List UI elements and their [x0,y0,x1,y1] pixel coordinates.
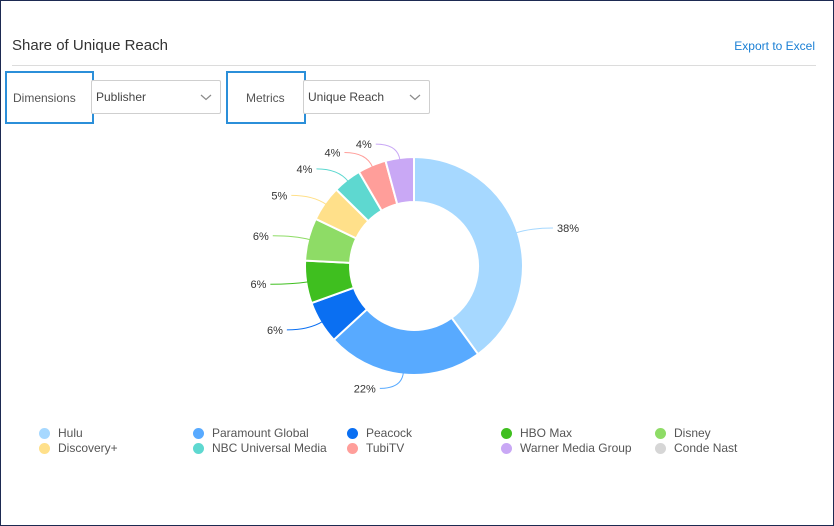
leader-line-warner-media-group [375,143,401,161]
legend-swatch [193,427,204,439]
legend-item-nbc-universal-media[interactable]: NBC Universal Media [193,441,327,455]
metrics-select[interactable]: Unique Reach [303,80,430,114]
donut-slice-hulu[interactable] [413,155,524,356]
donut-slice-warner-media-group[interactable] [384,155,415,206]
data-label-discovery: 5% [271,190,287,202]
legend-item-peacock[interactable]: Peacock [347,426,412,440]
metrics-label: Metrics [226,71,306,124]
leader-line-disney [272,235,311,241]
donut-chart: 38% 22% 6% 6% 6% 5% 4% 4% 4% [250,139,579,395]
legend-swatch [347,427,358,439]
legend-item-hulu[interactable]: Hulu [39,426,83,440]
legend-item-disney[interactable]: Disney [655,426,711,440]
page-title: Share of Unique Reach [12,37,168,54]
dimensions-select-value: Publisher [96,90,147,104]
legend-label: Discovery+ [58,441,118,455]
legend-swatch [501,442,512,454]
legend-label: TubiTV [366,441,405,455]
data-label-paramount-global: 22% [354,383,376,395]
chevron-down-icon [200,94,212,101]
leader-line-hbo-max [270,281,309,285]
data-label-tubitv: 4% [325,148,341,160]
legend-swatch [347,442,358,454]
legend-label: Conde Nast [674,441,738,455]
chevron-down-icon [409,94,421,101]
leader-line-nbc-universal-media [316,168,349,182]
legend-label: HBO Max [520,426,573,440]
legend-label: Hulu [58,426,83,440]
data-label-warner-media-group: 4% [356,139,372,151]
data-label-hulu: 38% [557,223,579,235]
legend-swatch [501,427,512,439]
legend-swatch [39,427,50,439]
metrics-select-value: Unique Reach [308,90,385,104]
legend-swatch [39,442,50,454]
legend-label: NBC Universal Media [212,441,327,455]
legend-item-hbo-max[interactable]: HBO Max [501,426,572,440]
data-label-hbo-max: 6% [250,279,266,291]
data-label-nbc-universal-media: 4% [297,164,313,176]
legend-label: Peacock [366,426,413,440]
dimensions-select[interactable]: Publisher [91,80,221,114]
dimensions-label: Dimensions [5,71,94,124]
export-to-excel-link[interactable]: Export to Excel [734,39,815,53]
data-label-disney: 6% [253,231,269,243]
legend-label: Disney [674,426,711,440]
legend-label: Warner Media Group [520,441,632,455]
leader-line-discovery [291,194,327,205]
leader-line-paramount-global [379,372,404,389]
legend-item-conde-nast[interactable]: Conde Nast [655,441,737,455]
donut-slice-paramount-global[interactable] [332,307,480,376]
legend-swatch [655,427,666,439]
leader-line-peacock [286,321,323,331]
legend-item-discovery[interactable]: Discovery+ [39,441,118,455]
data-label-peacock: 6% [267,325,283,337]
leader-line-tubitv [344,152,374,168]
header-divider [12,65,816,66]
legend-swatch [193,442,204,454]
legend-label: Paramount Global [212,426,309,440]
legend-swatch [655,442,666,454]
legend-item-tubitv[interactable]: TubiTV [347,441,404,455]
legend-item-paramount-global[interactable]: Paramount Global [193,426,309,440]
leader-line-hulu [515,227,553,234]
legend-item-warner-media-group[interactable]: Warner Media Group [501,441,632,455]
